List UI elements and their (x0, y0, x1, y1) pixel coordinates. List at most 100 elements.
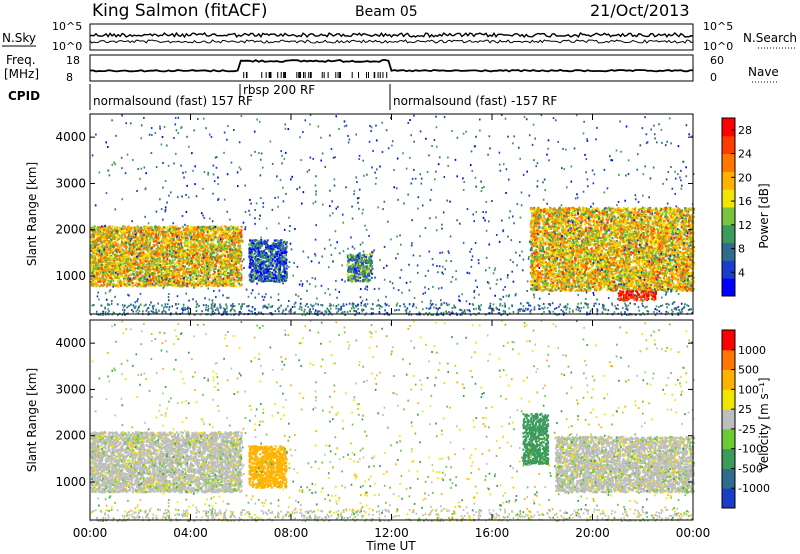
data-cell (229, 271, 232, 275)
data-cell (193, 278, 196, 281)
data-cell (114, 265, 117, 269)
data-cell (107, 253, 110, 257)
data-cell (174, 227, 177, 230)
data-cell (229, 258, 232, 262)
data-cell (185, 249, 188, 252)
data-cell (231, 283, 234, 286)
data-cell (270, 272, 273, 275)
data-cell (266, 254, 269, 257)
data-cell (351, 266, 354, 269)
data-cell (195, 267, 198, 270)
data-cell (371, 267, 374, 270)
data-cell (216, 279, 219, 283)
data-cell (132, 260, 135, 263)
data-cell (357, 269, 360, 273)
data-cell (206, 266, 209, 269)
data-cell (153, 237, 156, 240)
data-cell (211, 251, 214, 254)
data-cell (192, 258, 195, 261)
data-cell (161, 245, 164, 248)
data-cell (141, 229, 144, 232)
data-cell (93, 225, 96, 228)
data-cell (364, 257, 367, 260)
data-cell (192, 276, 195, 279)
data-cell (218, 237, 221, 240)
data-cell (194, 282, 197, 285)
data-cell (252, 255, 255, 258)
data-cell (131, 281, 134, 285)
data-cell (352, 255, 355, 258)
data-cell (171, 259, 174, 262)
data-cell (164, 249, 167, 252)
data-cell (350, 254, 353, 257)
data-cell (103, 240, 106, 243)
data-cell (172, 226, 175, 229)
data-cell (355, 278, 358, 282)
data-cell (188, 262, 191, 265)
data-cell (223, 253, 226, 256)
data-cell (187, 263, 190, 266)
data-cell (204, 228, 207, 231)
data-cell (90, 226, 93, 229)
data-cell (96, 231, 99, 234)
data-cell (131, 267, 134, 271)
data-cell (211, 240, 214, 243)
data-cell (153, 280, 156, 283)
data-cell (225, 257, 228, 260)
data-cell (233, 245, 236, 248)
data-cell (275, 266, 278, 269)
data-cell (194, 247, 197, 250)
data-cell (181, 232, 184, 236)
data-cell (248, 251, 251, 254)
data-cell (126, 259, 129, 262)
data-cell (208, 273, 211, 276)
data-cell (110, 240, 113, 243)
data-cell (107, 251, 110, 255)
data-cell (175, 281, 178, 284)
data-cell (139, 232, 142, 235)
data-cell (255, 271, 258, 274)
data-cell (140, 241, 143, 244)
data-cell (261, 262, 264, 265)
data-cell (196, 245, 199, 249)
data-cell (192, 243, 195, 246)
data-cell (193, 270, 196, 273)
data-cell (115, 275, 118, 278)
data-cell (203, 276, 206, 279)
data-cell (223, 272, 226, 275)
data-cell (198, 252, 201, 255)
data-cell (272, 279, 275, 282)
data-cell (279, 241, 282, 244)
data-cell (162, 263, 165, 266)
data-cell (281, 259, 284, 262)
data-cell (197, 274, 200, 277)
data-cell (249, 272, 252, 275)
data-cell (217, 275, 220, 278)
data-cell (278, 247, 281, 250)
data-cell (133, 256, 136, 259)
data-cell (198, 249, 201, 252)
data-cell (220, 232, 223, 235)
data-cell (107, 231, 110, 234)
data-cell (145, 263, 148, 266)
data-cell (97, 274, 100, 277)
data-cell (199, 263, 202, 266)
data-cell (171, 239, 174, 242)
nsearch-tick-bottom: 10^0 (703, 40, 733, 53)
data-cell (93, 248, 96, 251)
data-cell (94, 241, 97, 244)
data-cell (111, 260, 114, 263)
data-cell (240, 247, 243, 250)
data-cell (226, 227, 229, 230)
data-cell (235, 251, 238, 254)
data-cell (90, 284, 93, 287)
data-cell (222, 279, 225, 282)
data-cell (126, 237, 129, 240)
data-cell (350, 280, 353, 283)
data-cell (189, 256, 192, 259)
data-cell (182, 241, 185, 244)
data-cell (364, 260, 367, 264)
data-cell (233, 252, 236, 255)
data-cell (177, 280, 180, 283)
data-cell (205, 226, 208, 229)
